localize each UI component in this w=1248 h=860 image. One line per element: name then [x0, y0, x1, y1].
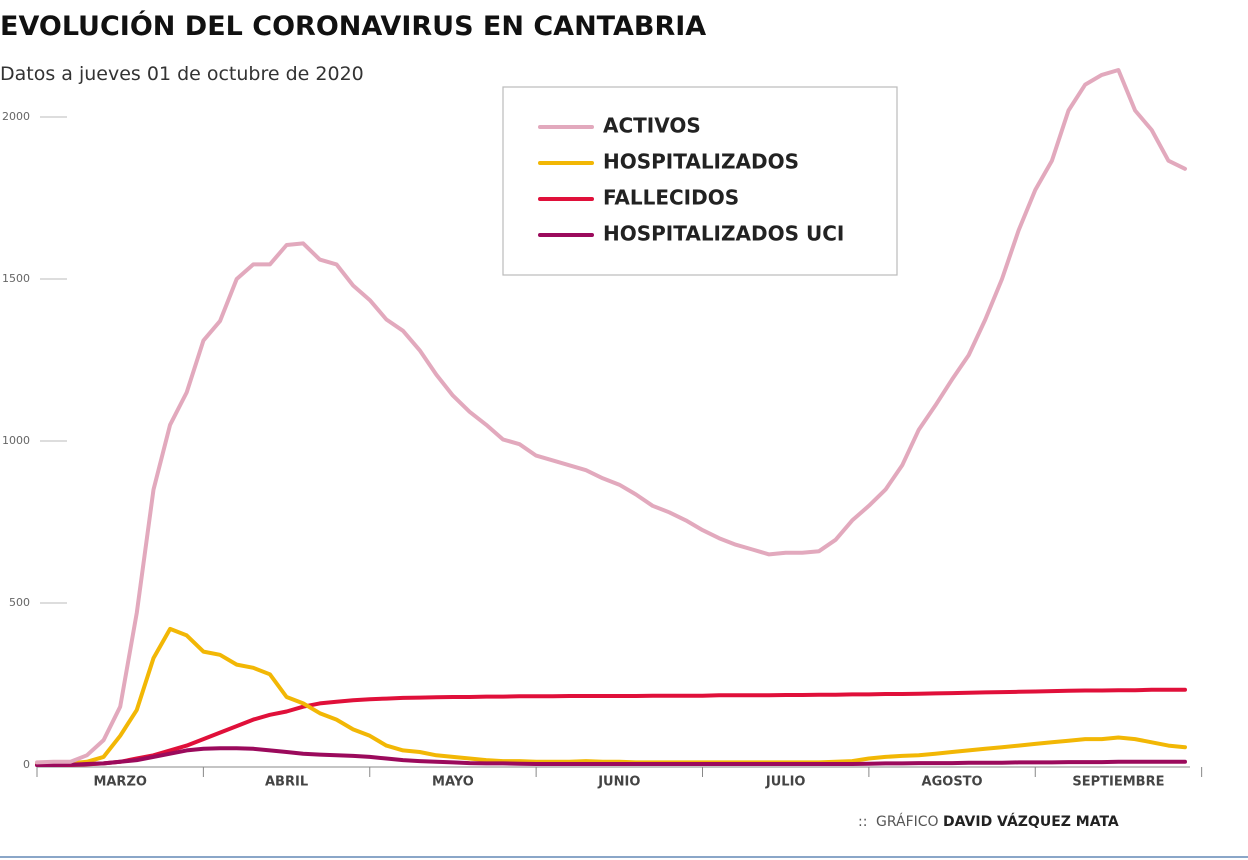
legend-label: FALLECIDOS	[603, 186, 739, 210]
credit-author: DAVID VÁZQUEZ MATA	[943, 813, 1119, 830]
x-tick-label: ABRIL	[265, 775, 308, 790]
legend-label: ACTIVOS	[603, 114, 701, 138]
y-tick-label: 500	[9, 596, 30, 609]
x-tick-label: AGOSTO	[922, 775, 983, 790]
x-tick-label: JULIO	[765, 775, 806, 790]
legend-box	[502, 86, 898, 276]
legend-label: HOSPITALIZADOS	[603, 150, 799, 174]
credit-decoration: ::	[858, 814, 867, 830]
x-tick-label: MAYO	[432, 775, 474, 790]
legend-label: HOSPITALIZADOS UCI	[603, 222, 844, 246]
credit-prefix: GRÁFICO	[876, 813, 939, 830]
credit: GRÁFICO DAVID VÁZQUEZ MATA	[876, 813, 1119, 830]
chart-title: EVOLUCIÓN DEL CORONAVIRUS EN CANTABRIA	[0, 10, 706, 42]
x-tick-label: SEPTIEMBRE	[1072, 775, 1164, 790]
y-tick-label: 1000	[2, 434, 30, 447]
chart-subtitle: Datos a jueves 01 de octubre de 2020	[0, 63, 364, 85]
y-tick-label: 2000	[2, 110, 30, 123]
series-line	[35, 687, 1187, 767]
series-line	[35, 746, 1187, 767]
series-line	[35, 626, 1187, 766]
series-line	[35, 68, 1187, 765]
y-tick-label: 0	[23, 758, 30, 771]
x-tick-label: MARZO	[93, 775, 147, 790]
x-tick-label: JUNIO	[597, 775, 640, 790]
y-tick-label: 1500	[2, 272, 30, 285]
